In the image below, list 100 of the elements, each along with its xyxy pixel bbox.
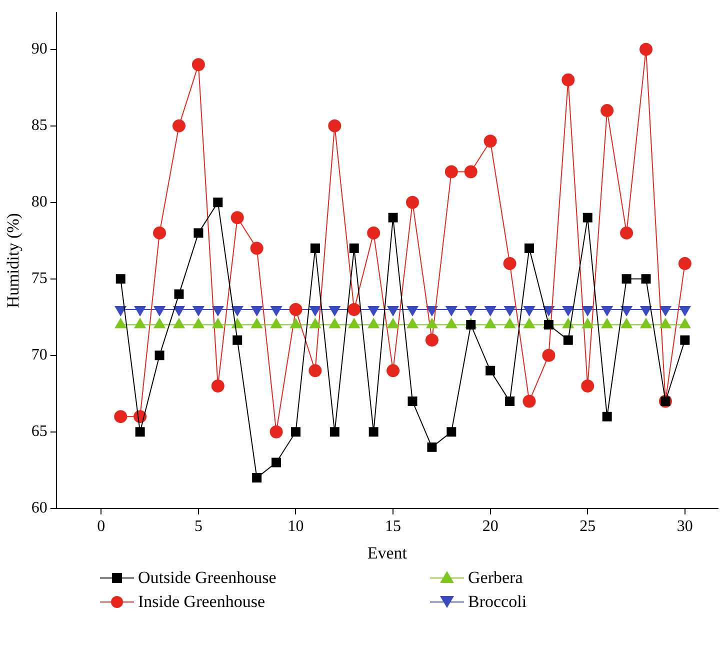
point <box>406 196 419 209</box>
x-tick-label: 30 <box>676 518 693 536</box>
point <box>427 442 437 452</box>
y-tick-label: 90 <box>31 40 48 58</box>
point <box>679 306 691 316</box>
legend-label: Inside Greenhouse <box>138 592 265 612</box>
y-tick-label: 65 <box>31 423 48 440</box>
point <box>232 306 244 316</box>
point <box>562 73 575 86</box>
y-tick-label: 80 <box>31 194 48 211</box>
y-tick-label: 85 <box>31 117 48 134</box>
y-tick-label: 60 <box>31 500 48 517</box>
legend-label: Outside Greenhouse <box>138 568 276 588</box>
point <box>446 427 456 437</box>
point <box>464 165 478 178</box>
point <box>230 211 244 224</box>
point <box>154 350 164 360</box>
point <box>484 306 496 316</box>
point <box>330 427 340 437</box>
point <box>620 306 632 316</box>
point <box>252 473 262 483</box>
point <box>465 306 477 316</box>
point <box>406 306 418 316</box>
point <box>368 306 380 316</box>
point <box>563 335 573 345</box>
point <box>328 306 340 316</box>
point <box>622 274 632 284</box>
point <box>114 410 128 424</box>
y-axis-title: Humidity (%) <box>4 213 23 308</box>
point <box>192 306 204 316</box>
point <box>640 306 652 316</box>
point <box>582 212 592 222</box>
point <box>154 306 166 316</box>
point <box>505 396 515 406</box>
point <box>408 396 418 406</box>
point <box>387 306 399 316</box>
point <box>291 427 300 437</box>
point <box>368 427 378 437</box>
point <box>310 306 321 316</box>
point <box>425 334 438 347</box>
x-axis-title: Event <box>367 543 408 562</box>
point <box>308 364 322 378</box>
point <box>524 244 534 253</box>
y-tick-label: 75 <box>31 270 48 288</box>
point <box>174 289 184 299</box>
point <box>211 379 224 392</box>
x-tick-label: 15 <box>385 518 402 536</box>
point <box>601 306 613 316</box>
point <box>153 226 166 240</box>
legend-label: Gerbera <box>468 568 523 588</box>
x-tick-label: 0 <box>97 518 106 536</box>
point <box>600 104 614 118</box>
point <box>367 226 380 240</box>
point <box>232 335 242 345</box>
legend-label: Broccoli <box>468 592 527 612</box>
x-tick-label: 10 <box>288 518 304 536</box>
point <box>134 306 146 316</box>
point <box>602 412 612 422</box>
point <box>289 302 302 316</box>
point <box>172 119 186 132</box>
point <box>310 244 320 253</box>
x-tick-label: 5 <box>194 518 202 536</box>
x-tick-label: 25 <box>580 518 596 536</box>
point <box>484 134 497 148</box>
point <box>620 226 634 240</box>
point <box>349 244 359 253</box>
point <box>581 379 594 392</box>
point <box>272 458 282 468</box>
point <box>660 306 672 316</box>
point <box>388 212 398 222</box>
point <box>678 257 692 270</box>
point <box>641 274 651 284</box>
point <box>251 306 263 316</box>
point <box>446 306 458 316</box>
point <box>426 306 438 316</box>
point <box>562 306 574 316</box>
point <box>348 302 361 316</box>
y-tick-label: 70 <box>31 346 48 364</box>
point <box>114 306 126 316</box>
point <box>386 364 400 378</box>
point <box>522 394 536 408</box>
point <box>194 228 204 238</box>
point <box>173 306 185 316</box>
point <box>192 58 205 72</box>
point <box>542 348 556 362</box>
point <box>640 42 653 56</box>
x-tick-label: 20 <box>482 518 498 536</box>
point <box>466 320 476 330</box>
point <box>504 306 516 316</box>
point <box>544 320 554 330</box>
point <box>135 427 145 437</box>
point <box>270 306 282 316</box>
point <box>250 242 264 255</box>
point <box>116 274 126 284</box>
point <box>582 306 594 316</box>
point <box>524 306 535 316</box>
point <box>503 257 516 270</box>
point <box>270 425 283 438</box>
point <box>213 198 223 208</box>
point <box>680 335 690 345</box>
